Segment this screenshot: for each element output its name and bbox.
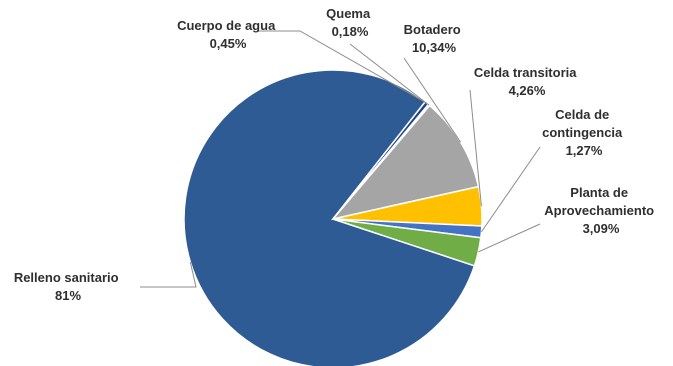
- pie-slices: [183, 69, 483, 366]
- label-celda-de-contingencia-line1: Celda de: [555, 107, 609, 122]
- leader-lines: [140, 30, 541, 288]
- pie-slice-planta-de-aprovechamiento: [332, 218, 482, 267]
- label-relleno-sanitario: Relleno sanitario 81%: [14, 270, 122, 303]
- leader-line-relleno-sanitario: [140, 261, 197, 288]
- label-cuerpo-de-agua: Cuerpo de agua 0,45%: [177, 18, 279, 51]
- leader-line-celda-de-contingencia: [480, 146, 541, 233]
- label-planta-de-aprovechamiento-line2: Aprovechamiento: [544, 203, 654, 218]
- label-celda-de-contingencia-line2: contingencia: [542, 125, 623, 140]
- leader-line-celda-transitoria: [469, 89, 482, 207]
- leader-line-botadero: [403, 57, 462, 143]
- label-botadero: Botadero 10,34%: [404, 22, 465, 55]
- leader-line-quema: [349, 43, 430, 106]
- pie-slice-relleno-sanitario: [183, 69, 476, 366]
- label-planta-de-aprovechamiento: Planta de Aprovechamiento 3,09%: [544, 185, 657, 236]
- leader-line-cuerpo-de-agua: [258, 30, 428, 104]
- label-quema: Quema 0,18%: [326, 6, 374, 39]
- leader-line-planta-de-aprovechamiento: [478, 223, 541, 253]
- label-celda-de-contingencia: Celda de contingencia 1,27%: [542, 107, 626, 158]
- label-celda-transitoria: Celda transitoria 4,26%: [474, 65, 580, 98]
- label-planta-de-aprovechamiento-line1: Planta de: [570, 185, 628, 200]
- pie-slice-botadero: [330, 104, 480, 221]
